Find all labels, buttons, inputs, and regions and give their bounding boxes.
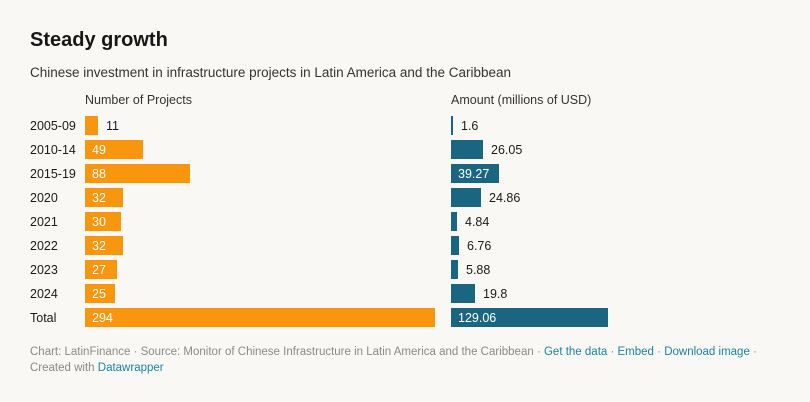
category-label: 2021 bbox=[30, 214, 58, 229]
value-label: 6.76 bbox=[467, 238, 492, 253]
value-label: 5.88 bbox=[466, 262, 491, 277]
chart-row-2005-09: 2005-09 11 1.6 bbox=[30, 116, 780, 135]
header-spacer bbox=[30, 93, 85, 108]
projects-bar: 30 bbox=[85, 212, 121, 231]
projects-bar bbox=[85, 116, 98, 135]
bar-chart-rows: 2005-09 11 1.6 2010-14 49 26.05 2015-19 88 39.27… bbox=[30, 116, 780, 327]
datawrapper-link[interactable]: Datawrapper bbox=[97, 362, 164, 374]
value-label: 11 bbox=[106, 118, 119, 133]
value-label: 32 bbox=[92, 190, 106, 205]
embed-link[interactable]: Embed bbox=[617, 346, 654, 358]
projects-bar: 32 bbox=[85, 236, 123, 255]
amount-plot: 129.06 bbox=[451, 308, 780, 327]
value-label: 32 bbox=[92, 238, 106, 253]
amount-bar bbox=[451, 236, 459, 255]
chart-row-2024: 2024 25 19.8 bbox=[30, 284, 780, 303]
category-label: 2024 bbox=[30, 286, 58, 301]
attribution-footer: Chart: LatinFinance · Source: Monitor of… bbox=[30, 344, 787, 376]
amount-column-header: Amount (millions of USD) bbox=[451, 93, 592, 107]
projects-plot: 32 bbox=[85, 188, 451, 207]
amount-bar: 39.27 bbox=[451, 164, 499, 183]
value-label: 49 bbox=[92, 142, 106, 157]
chart-row-2022: 2022 32 6.76 bbox=[30, 236, 780, 255]
value-label: 1.6 bbox=[461, 118, 479, 133]
amount-plot: 1.6 bbox=[451, 116, 780, 135]
amount-bar bbox=[451, 188, 481, 207]
projects-bar: 88 bbox=[85, 164, 190, 183]
value-label: 39.27 bbox=[458, 166, 490, 181]
chart-card: Steady growth Chinese investment in infr… bbox=[30, 28, 780, 376]
amount-bar: 129.06 bbox=[451, 308, 608, 327]
value-label: 25 bbox=[92, 286, 106, 301]
amount-bar bbox=[451, 140, 483, 159]
category-label: 2020 bbox=[30, 190, 58, 205]
amount-plot: 26.05 bbox=[451, 140, 780, 159]
projects-plot: 25 bbox=[85, 284, 451, 303]
projects-plot: 88 bbox=[85, 164, 451, 183]
projects-plot: 294 bbox=[85, 308, 451, 327]
footer-separator: · bbox=[130, 346, 141, 358]
amount-plot: 39.27 bbox=[451, 164, 780, 183]
footer-source: Source: Monitor of Chinese Infrastructur… bbox=[140, 346, 534, 358]
value-label: 129.06 bbox=[458, 310, 497, 325]
projects-plot: 11 bbox=[85, 116, 451, 135]
chart-row-2023: 2023 27 5.88 bbox=[30, 260, 780, 279]
category-label: 2023 bbox=[30, 262, 58, 277]
projects-plot: 49 bbox=[85, 140, 451, 159]
amount-bar bbox=[451, 116, 453, 135]
value-label: 294 bbox=[92, 310, 113, 325]
category-label: 2015-19 bbox=[30, 166, 76, 181]
projects-plot: 27 bbox=[85, 260, 451, 279]
category-label: 2005-09 bbox=[30, 118, 76, 133]
projects-bar: 32 bbox=[85, 188, 123, 207]
projects-bar: 25 bbox=[85, 284, 115, 303]
get-the-data-link[interactable]: Get the data bbox=[543, 346, 608, 358]
value-label: 4.84 bbox=[465, 214, 490, 229]
column-headers: Number of Projects Amount (millions of U… bbox=[30, 93, 780, 108]
amount-plot: 6.76 bbox=[451, 236, 780, 255]
category-label: 2010-14 bbox=[30, 142, 76, 157]
value-label: 24.86 bbox=[489, 190, 521, 205]
category-label: 2022 bbox=[30, 238, 58, 253]
value-label: 26.05 bbox=[491, 142, 523, 157]
chart-row-2021: 2021 30 4.84 bbox=[30, 212, 780, 231]
amount-plot: 4.84 bbox=[451, 212, 780, 231]
chart-row-2020: 2020 32 24.86 bbox=[30, 188, 780, 207]
chart-title: Steady growth bbox=[30, 29, 168, 51]
download-image-link[interactable]: Download image bbox=[664, 346, 750, 358]
chart-row-2010-14: 2010-14 49 26.05 bbox=[30, 140, 780, 159]
chart-subtitle: Chinese investment in infrastructure pro… bbox=[30, 65, 512, 80]
footer-separator: · bbox=[749, 346, 757, 358]
amount-bar bbox=[451, 212, 457, 231]
footer-separator: · bbox=[533, 346, 544, 358]
footer-separator: · bbox=[607, 346, 618, 358]
value-label: 30 bbox=[92, 214, 106, 229]
value-label: 27 bbox=[92, 262, 106, 277]
amount-plot: 5.88 bbox=[451, 260, 780, 279]
value-label: 19.8 bbox=[483, 286, 508, 301]
category-label: Total bbox=[30, 310, 57, 325]
projects-bar: 27 bbox=[85, 260, 117, 279]
footer-chart-credit: Chart: LatinFinance bbox=[30, 346, 131, 358]
projects-bar: 294 bbox=[85, 308, 435, 327]
amount-plot: 24.86 bbox=[451, 188, 780, 207]
footer-separator: · bbox=[653, 346, 665, 358]
chart-row-total: Total 294 129.06 bbox=[30, 308, 780, 327]
amount-bar bbox=[451, 260, 458, 279]
projects-bar: 49 bbox=[85, 140, 143, 159]
projects-plot: 32 bbox=[85, 236, 451, 255]
projects-plot: 30 bbox=[85, 212, 451, 231]
amount-plot: 19.8 bbox=[451, 284, 780, 303]
chart-row-2015-19: 2015-19 88 39.27 bbox=[30, 164, 780, 183]
footer-created-with: Created with bbox=[30, 362, 98, 374]
value-label: 88 bbox=[92, 166, 106, 181]
amount-bar bbox=[451, 284, 475, 303]
projects-column-header: Number of Projects bbox=[85, 93, 192, 107]
